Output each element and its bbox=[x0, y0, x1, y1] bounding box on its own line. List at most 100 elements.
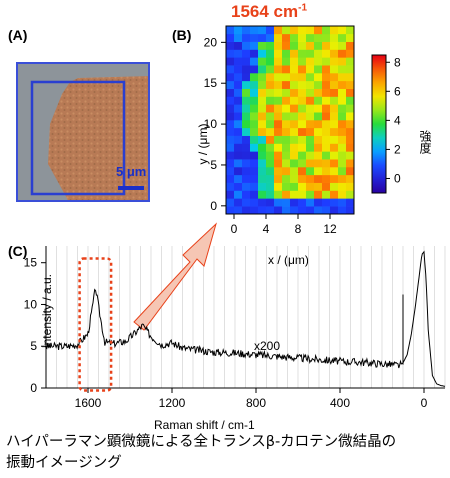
heatmap-cell bbox=[306, 174, 315, 183]
heatmap-cell bbox=[338, 120, 347, 129]
magnification-annotation: x200 bbox=[254, 339, 281, 353]
heatmap-cell bbox=[330, 159, 339, 168]
heatmap-cell bbox=[258, 190, 267, 199]
heatmap-cell bbox=[298, 190, 307, 199]
heatmap-cell bbox=[346, 174, 355, 183]
heatmap-cell bbox=[242, 41, 251, 50]
heatmap-cell bbox=[298, 49, 307, 58]
heatmap-cell bbox=[338, 143, 347, 152]
heatmap-cell bbox=[242, 112, 251, 121]
heatmap-cell bbox=[338, 49, 347, 58]
heatmap-cell bbox=[282, 182, 291, 191]
heatmap-cell bbox=[226, 159, 235, 168]
heatmap-cell bbox=[314, 174, 323, 183]
heatmap-cell bbox=[314, 159, 323, 168]
heatmap-cell bbox=[298, 112, 307, 121]
heatmap-cell bbox=[250, 41, 259, 50]
panel-a-label: (A) bbox=[8, 27, 28, 43]
heatmap-cell bbox=[322, 159, 331, 168]
heatmap-cell bbox=[242, 159, 251, 168]
spectrum-y-tick-label: 5 bbox=[30, 339, 37, 353]
heatmap-cell bbox=[242, 127, 251, 136]
heatmap-cell bbox=[322, 151, 331, 160]
heatmap-cell bbox=[274, 33, 283, 42]
heatmap-cell bbox=[266, 73, 275, 82]
heatmap-cell bbox=[346, 96, 355, 105]
heatmap-cell bbox=[258, 143, 267, 152]
heatmap-cell bbox=[258, 65, 267, 74]
heatmap-cell bbox=[250, 167, 259, 176]
heatmap-y-tick-label: 0 bbox=[210, 199, 217, 213]
heatmap-cell bbox=[242, 49, 251, 58]
heatmap-cell bbox=[250, 135, 259, 144]
spectrum-chart: 0 5 10 15 1600 1200 800 400 0 bbox=[24, 222, 446, 410]
heatmap-cell bbox=[338, 135, 347, 144]
spectrum-y-axis-label: intensity / a.u. bbox=[40, 273, 54, 349]
heatmap-cell bbox=[242, 151, 251, 160]
heatmap-cell bbox=[322, 73, 331, 82]
heatmap-cell bbox=[282, 174, 291, 183]
heatmap-cell bbox=[274, 65, 283, 74]
heatmap-cell bbox=[322, 112, 331, 121]
heatmap-cell bbox=[298, 127, 307, 136]
heatmap-cell bbox=[298, 120, 307, 129]
heatmap-cell bbox=[234, 57, 243, 66]
colorbar-tick-label: 0 bbox=[394, 171, 401, 185]
heatmap-cell bbox=[242, 135, 251, 144]
heatmap-cell bbox=[242, 206, 251, 215]
heatmap-cell bbox=[258, 174, 267, 183]
heatmap-cell bbox=[282, 143, 291, 152]
heatmap-cell bbox=[322, 26, 331, 35]
heatmap-cell bbox=[298, 135, 307, 144]
heatmap-cell bbox=[250, 80, 259, 89]
heatmap-cell bbox=[330, 88, 339, 97]
heatmap-cell bbox=[266, 120, 275, 129]
heatmap-cell bbox=[290, 167, 299, 176]
heatmap-cell bbox=[322, 80, 331, 89]
heatmap-cell bbox=[274, 73, 283, 82]
heatmap-cell bbox=[226, 104, 235, 113]
heatmap-cell bbox=[290, 112, 299, 121]
heatmap-cell bbox=[282, 96, 291, 105]
spectrum-y-tick-label: 15 bbox=[24, 256, 38, 270]
heatmap-cell bbox=[226, 174, 235, 183]
heatmap-cell bbox=[266, 57, 275, 66]
heatmap-cell bbox=[314, 104, 323, 113]
heatmap-cell bbox=[346, 104, 355, 113]
heatmap-cell bbox=[346, 198, 355, 207]
heatmap-cell bbox=[234, 182, 243, 191]
spectrum-x-tick-label: 0 bbox=[421, 396, 428, 410]
heatmap-cell bbox=[298, 57, 307, 66]
heatmap-cell bbox=[258, 96, 267, 105]
heatmap-cell bbox=[266, 33, 275, 42]
heatmap-cell bbox=[322, 167, 331, 176]
heatmap-cell bbox=[266, 127, 275, 136]
heatmap-cell bbox=[346, 120, 355, 129]
heatmap-cell bbox=[266, 104, 275, 113]
heatmap-cell bbox=[338, 182, 347, 191]
heatmap-cell bbox=[306, 26, 315, 35]
heatmap-cell bbox=[226, 143, 235, 152]
heatmap-cell bbox=[346, 143, 355, 152]
heatmap-cell bbox=[346, 206, 355, 215]
heatmap-cell bbox=[298, 26, 307, 35]
heatmap-cell bbox=[282, 167, 291, 176]
heatmap-cell bbox=[322, 135, 331, 144]
heatmap-cell bbox=[338, 41, 347, 50]
heatmap-cell bbox=[338, 57, 347, 66]
heatmap-cell bbox=[322, 65, 331, 74]
heatmap-cell bbox=[282, 65, 291, 74]
heatmap-cell bbox=[258, 151, 267, 160]
heatmap-cell bbox=[234, 198, 243, 207]
heatmap-cell bbox=[226, 57, 235, 66]
heatmap-cell bbox=[346, 127, 355, 136]
heatmap-cell bbox=[266, 88, 275, 97]
heatmap-cell bbox=[346, 33, 355, 42]
heatmap-cell bbox=[250, 26, 259, 35]
heatmap-cell bbox=[306, 96, 315, 105]
heatmap-cell bbox=[274, 96, 283, 105]
heatmap-cell bbox=[274, 112, 283, 121]
heatmap-cell bbox=[314, 33, 323, 42]
heatmap-cell bbox=[266, 174, 275, 183]
heatmap-cell bbox=[282, 206, 291, 215]
